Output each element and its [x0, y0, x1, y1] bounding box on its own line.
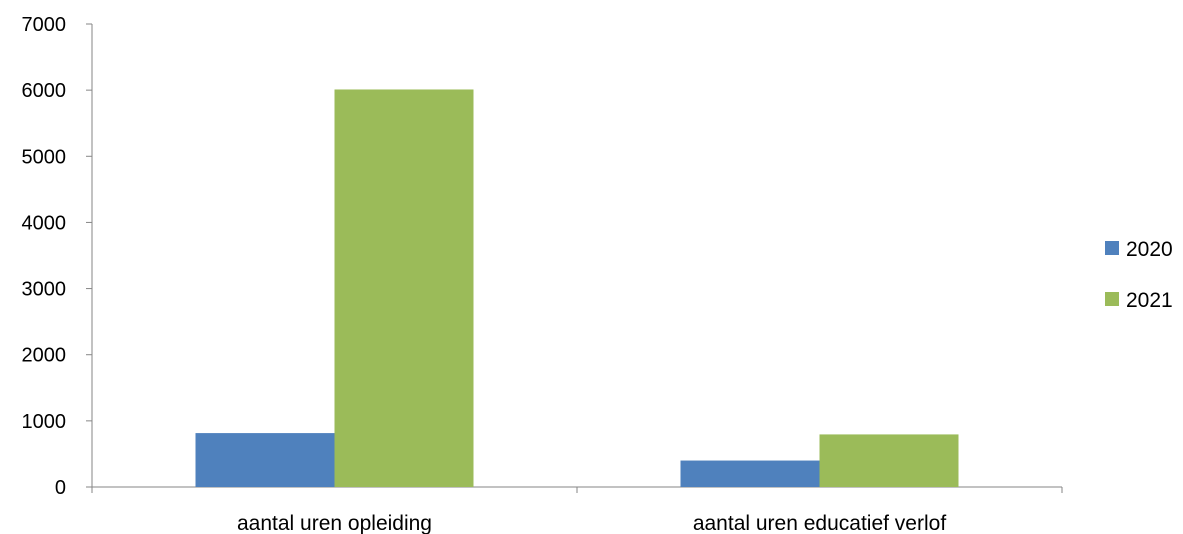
legend-swatch-2021: [1105, 292, 1119, 306]
y-tick-label: 2000: [22, 345, 67, 367]
bar-2021-0: [334, 89, 474, 487]
category-label: aantal uren educatief verlof: [693, 512, 946, 534]
y-tick-label: 4000: [22, 212, 67, 234]
x-axis: [91, 486, 1063, 493]
bars: [195, 89, 959, 487]
y-tick-label: 0: [55, 477, 66, 499]
y-axis: 0 1000 2000 3000 4000 5000 6000 7000: [22, 14, 93, 499]
y-tick-label: 6000: [22, 80, 67, 102]
y-tick-label: 5000: [22, 146, 67, 168]
category-label: aantal uren opleiding: [237, 512, 432, 534]
y-tick-label: 3000: [22, 279, 67, 301]
category-labels: aantal uren opleiding aantal uren educati…: [237, 512, 946, 534]
bar-2020-1: [680, 460, 820, 487]
bar-2020-0: [195, 433, 335, 487]
bar-2021-1: [819, 434, 959, 487]
legend: 2020 2021: [1105, 238, 1173, 312]
legend-swatch-2020: [1105, 241, 1119, 255]
y-tick-label: 7000: [22, 14, 67, 36]
legend-label-2021: 2021: [1126, 289, 1173, 312]
y-tick-label: 1000: [22, 411, 67, 433]
legend-label-2020: 2020: [1126, 238, 1173, 261]
